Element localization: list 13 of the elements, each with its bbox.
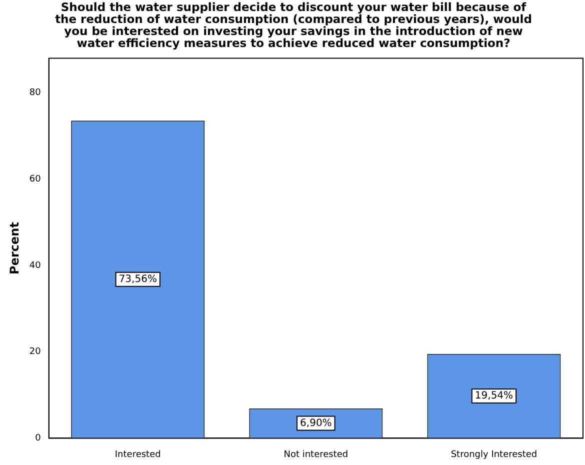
x-tick-label: Interested [114,450,161,460]
data-label: 6,90% [300,418,332,429]
y-tick-label: 60 [29,174,42,185]
y-tick-label: 80 [29,88,42,98]
data-label: 19,54% [474,390,514,402]
y-tick-label: 40 [29,260,42,271]
y-axis-title: Percent [7,222,22,274]
x-tick-label: Strongly Interested [450,450,538,460]
y-tick-label: 20 [29,347,42,358]
data-label: 73,56% [118,274,157,286]
x-tick-label: Not interested [284,450,348,460]
chart-title: Should the water supplier decide to discount your water bill because of the reduction of water consumption (compared to previous years), would you be interested on investing your savings in the introduction of new water efficiency measures to achieve reduced water consumption? [55,0,532,50]
y-tick-label: 0 [35,434,42,444]
